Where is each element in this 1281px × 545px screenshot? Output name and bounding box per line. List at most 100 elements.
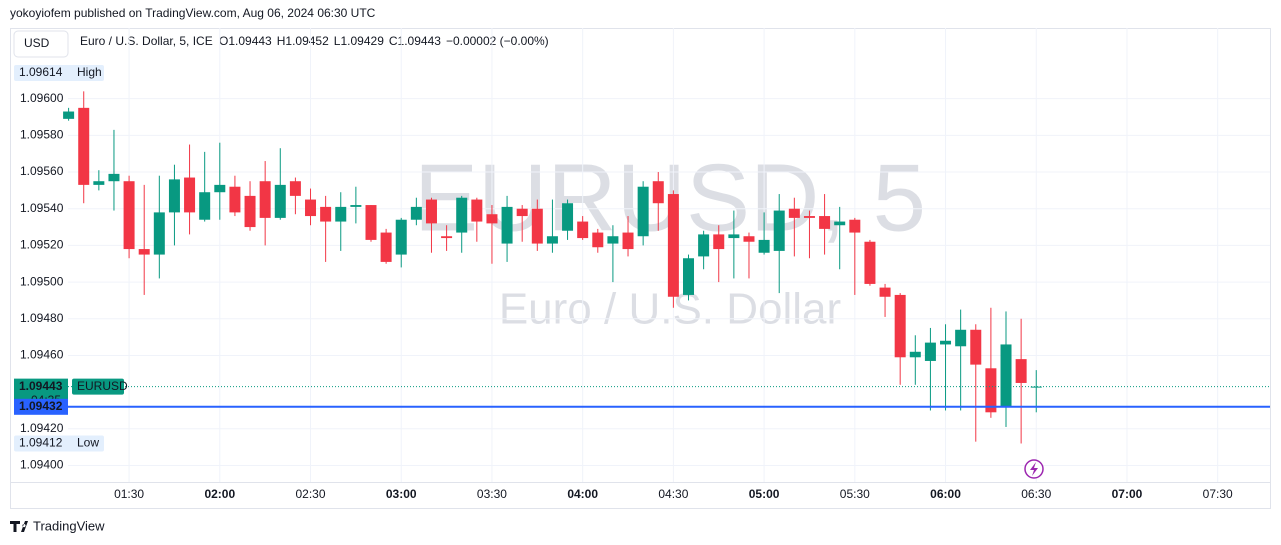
x-tick-label: 03:30: [477, 487, 507, 501]
candle-body: [849, 219, 861, 233]
x-tick-label: 07:30: [1203, 487, 1233, 501]
candle-body: [108, 173, 120, 182]
ohlc-value: 1.09443: [398, 34, 442, 48]
candle-body: [773, 210, 785, 251]
candle-body: [531, 208, 543, 244]
candle-body: [214, 184, 226, 193]
candle-body: [1000, 344, 1012, 407]
candle-body: [410, 206, 422, 220]
ohlc-key: L: [334, 34, 341, 48]
candle-body: [864, 241, 876, 284]
candle-body: [168, 179, 180, 213]
candle-body: [153, 212, 165, 255]
plot-area: [63, 28, 1270, 482]
x-tick-label: 06:00: [930, 487, 961, 501]
price-line-label: 1.09432: [19, 399, 63, 413]
y-tick-label: 1.09500: [20, 274, 64, 288]
candle-body: [637, 186, 649, 237]
x-tick-label: 04:00: [567, 487, 598, 501]
y-tick-label: 1.09400: [20, 458, 64, 472]
x-tick-label: 02:30: [296, 487, 326, 501]
candle-body: [592, 232, 604, 248]
candle-body: [940, 340, 952, 345]
candle-body: [229, 186, 241, 213]
ohlc-change: −0.00002 (−0.00%): [446, 34, 549, 48]
candle-body: [305, 199, 317, 217]
x-tick-label: 03:00: [386, 487, 417, 501]
candle-body: [1030, 386, 1042, 388]
last-price-label: 1.09443: [19, 379, 63, 393]
candle-body: [456, 197, 468, 233]
candle-body: [335, 206, 347, 222]
low-value: 1.09412: [19, 436, 63, 450]
high-name: High: [77, 65, 102, 79]
y-tick-label: 1.09520: [20, 238, 64, 252]
ohlc-legend: O 1.09443 H 1.09452 L 1.09429 C 1.09443 −0.00002…: [219, 34, 549, 48]
candle-body: [909, 351, 921, 358]
y-tick-label: 1.09580: [20, 128, 64, 142]
y-tick-label: 1.09460: [20, 348, 64, 362]
candle-body: [577, 221, 589, 239]
candle-body: [728, 234, 740, 239]
candle-body: [365, 205, 377, 240]
chart-frame: [10, 28, 1271, 509]
symbol-tag-label: EURUSD: [77, 379, 128, 393]
candle-body: [788, 208, 800, 218]
candle-body: [350, 205, 362, 207]
x-tick-label: 07:00: [1112, 487, 1143, 501]
ohlc-value: 1.09429: [340, 34, 384, 48]
candle-body: [425, 199, 437, 224]
candle-body: [834, 221, 846, 226]
x-tick-label: 04:30: [658, 487, 688, 501]
y-tick-label: 1.09420: [20, 421, 64, 435]
ohlc-value: 1.09452: [285, 34, 329, 48]
candle-body: [955, 329, 967, 347]
candle-body: [78, 107, 90, 185]
symbol-label: Euro / U.S. Dollar, 5, ICE: [80, 34, 213, 48]
candle-body: [123, 181, 135, 250]
candle-body: [274, 184, 286, 218]
candle-body: [683, 258, 695, 295]
y-tick-label: 1.09560: [20, 164, 64, 178]
candle-body: [199, 192, 211, 220]
candle-body: [819, 216, 831, 229]
candle-body: [184, 177, 196, 213]
candle-body: [441, 236, 453, 239]
footer-brand: TradingView: [33, 518, 105, 533]
candle-body: [758, 239, 770, 253]
candle-body: [259, 181, 271, 218]
currency-label: USD: [24, 36, 50, 50]
candle-body: [970, 329, 982, 365]
candle-body: [289, 181, 301, 196]
candle-body: [63, 111, 75, 119]
x-tick-label: 01:30: [114, 487, 144, 501]
x-tick-label: 05:00: [749, 487, 780, 501]
candle-body: [546, 236, 558, 244]
candle-body: [894, 294, 906, 358]
candle-body: [607, 236, 619, 244]
candle-body: [244, 195, 256, 228]
tv-logo: [10, 521, 28, 532]
candle-body: [879, 287, 891, 297]
candle-body: [1015, 359, 1027, 383]
y-tick-label: 1.09540: [20, 201, 64, 215]
candle-body: [743, 236, 755, 242]
currency-button[interactable]: [13, 30, 69, 58]
y-tick-label: 1.09480: [20, 311, 64, 325]
candle-body: [501, 206, 513, 244]
candle-body: [395, 219, 407, 255]
candle-body: [667, 194, 679, 297]
low-name: Low: [77, 436, 99, 450]
candle-body: [924, 342, 936, 361]
candle-body: [985, 368, 997, 413]
candle-body: [320, 206, 332, 222]
high-box: [14, 65, 104, 82]
candle-body: [93, 181, 105, 185]
event-bolt: [1030, 462, 1038, 476]
high-value: 1.09614: [19, 65, 63, 79]
ohlc-value: 1.09443: [228, 34, 272, 48]
candle-body: [380, 232, 392, 262]
candle-body: [486, 214, 498, 224]
ohlc-key: O: [219, 34, 228, 48]
